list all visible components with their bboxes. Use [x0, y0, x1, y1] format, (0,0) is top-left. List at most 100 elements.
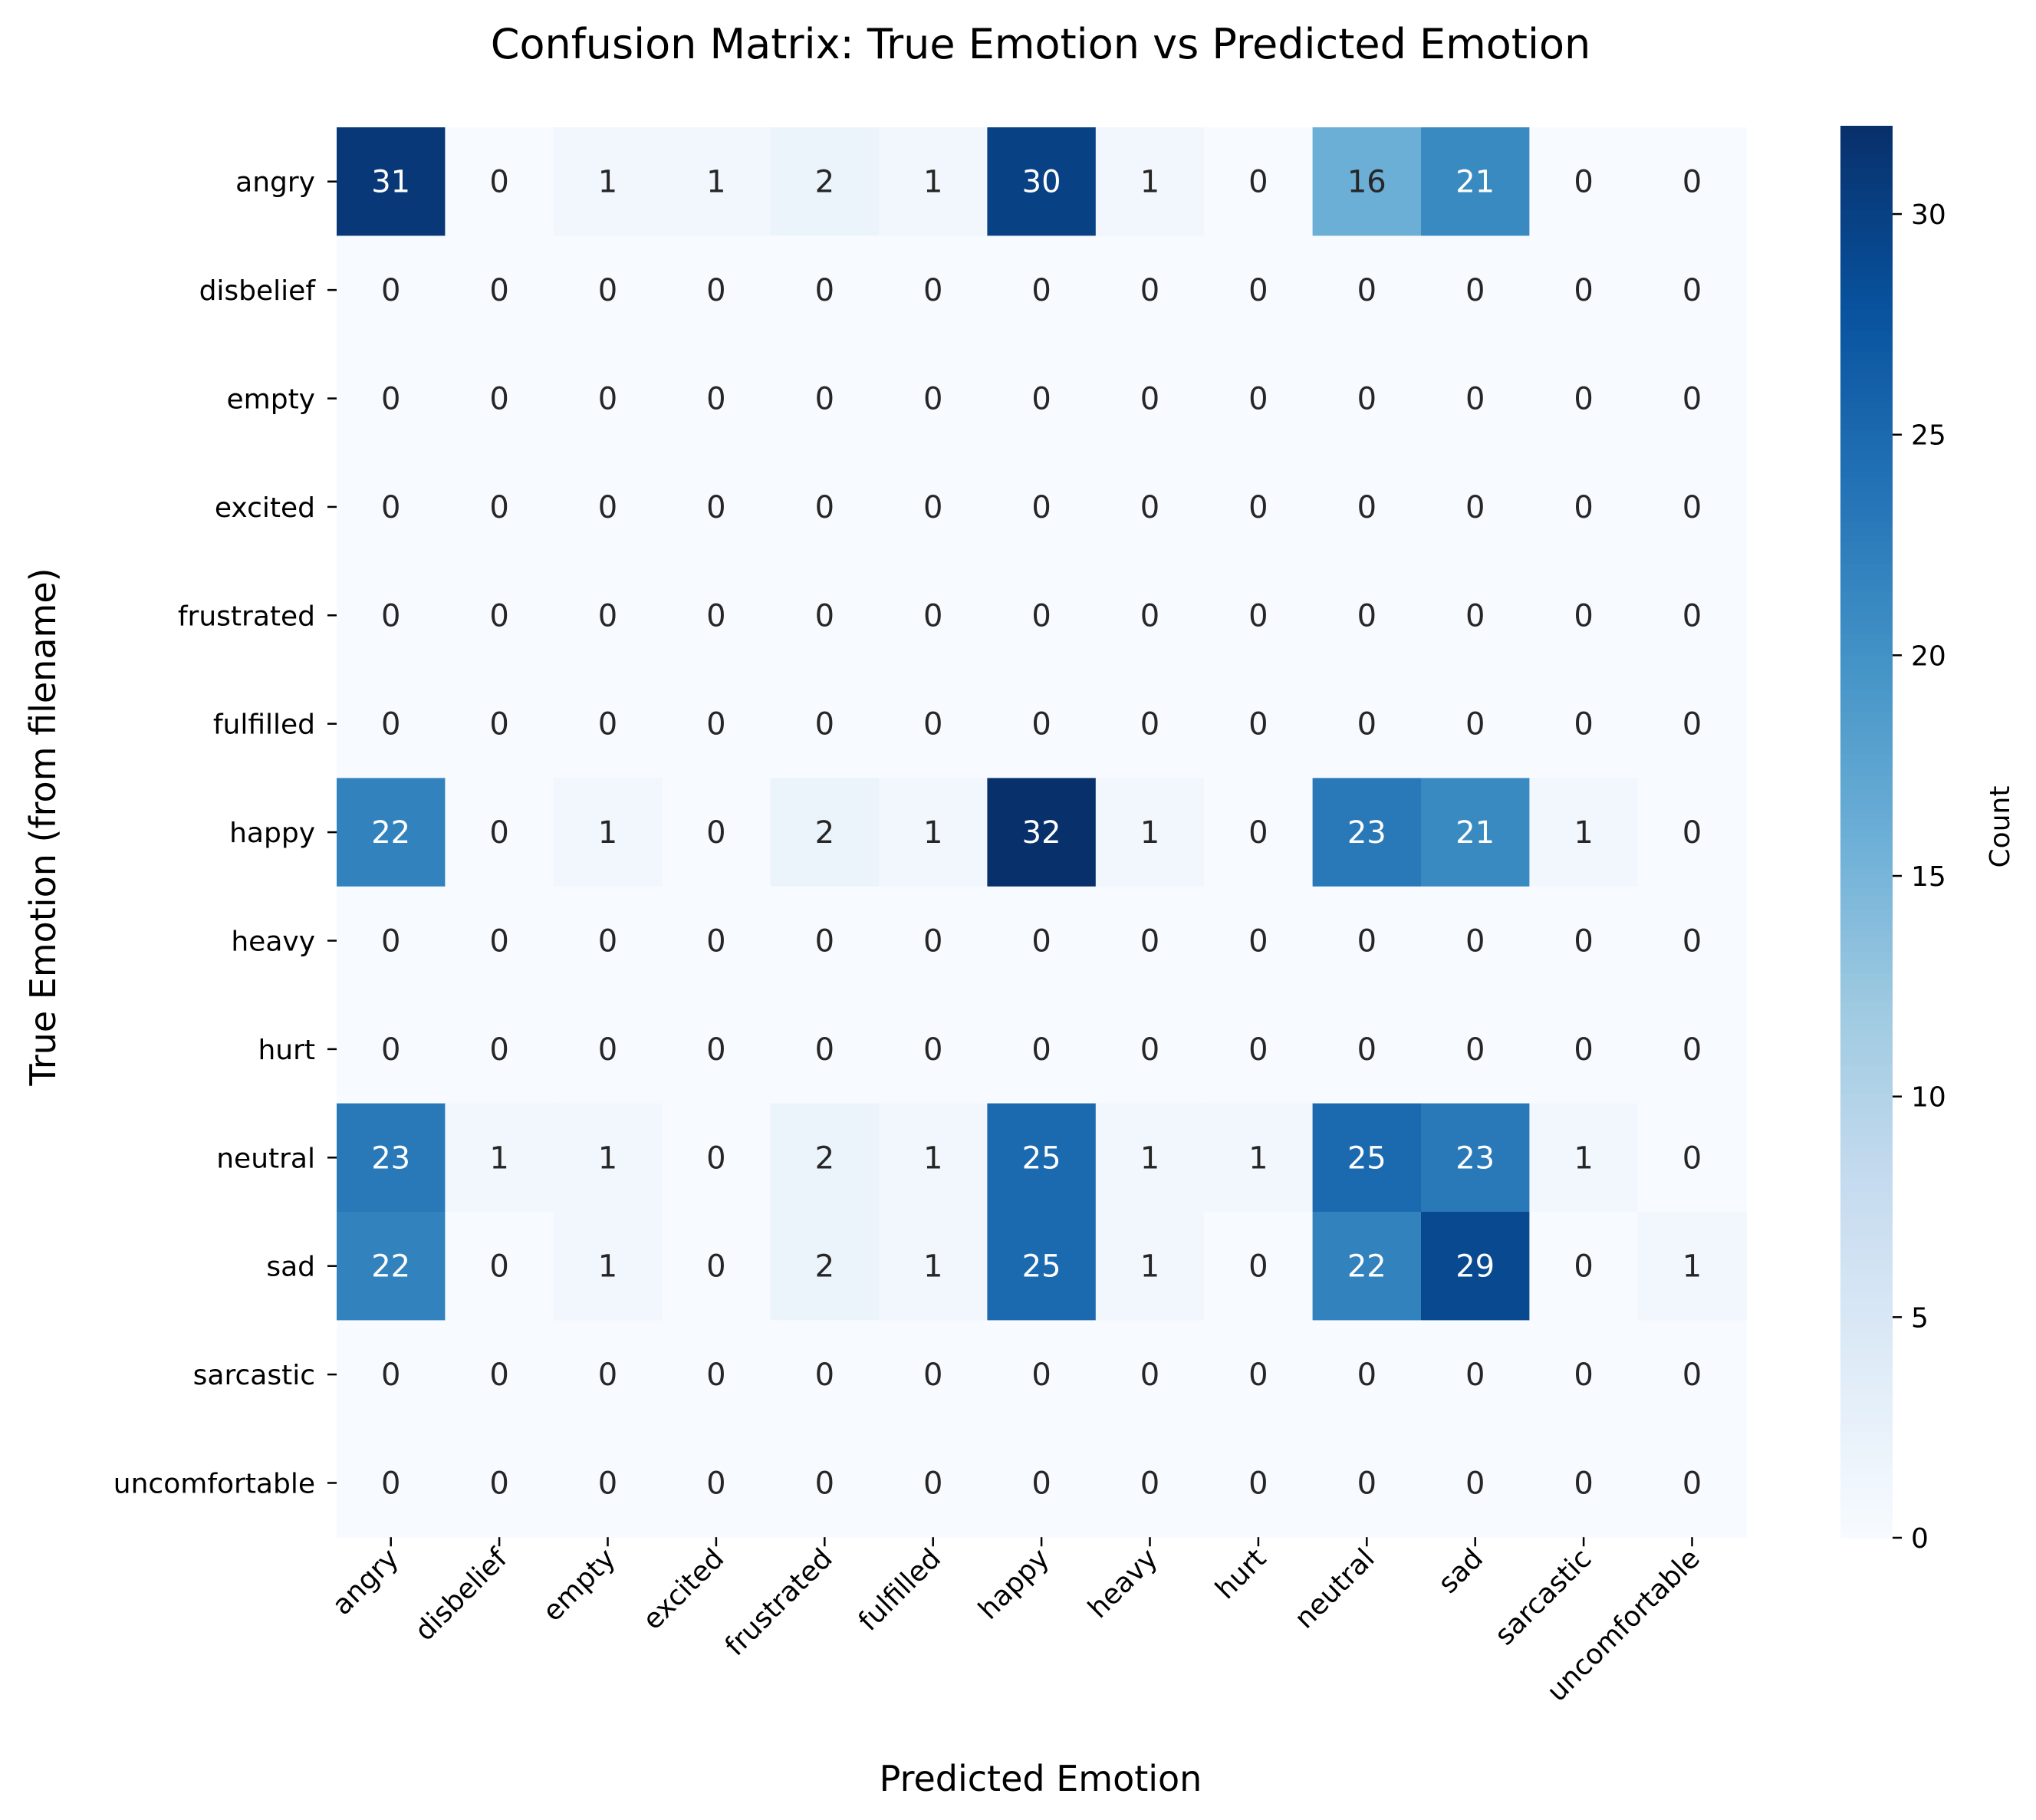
cell-value-label: 0	[1574, 707, 1593, 742]
heatmap-cell	[987, 127, 1097, 236]
cell-value-label: 1	[923, 1249, 942, 1285]
cell-value-label: 1	[489, 1140, 508, 1176]
cell-value-label: 0	[1031, 707, 1051, 742]
colorbar-segment	[1840, 521, 1893, 529]
colorbar-segment	[1840, 140, 1893, 148]
heatmap-cell	[445, 1320, 554, 1430]
cell-value-label: 25	[1347, 1140, 1386, 1176]
colorbar-segment	[1840, 634, 1893, 642]
cell-value-label: 0	[1140, 1032, 1159, 1068]
cell-value-label: 0	[706, 490, 725, 525]
cell-value-label: 0	[1248, 490, 1268, 525]
heatmap-cell	[553, 1428, 663, 1538]
cell-value-label: 0	[1248, 598, 1268, 634]
colorbar-segment	[1840, 1213, 1893, 1221]
colorbar-segment	[1840, 803, 1893, 811]
colorbar-segment	[1840, 351, 1893, 360]
cell-value-label: 0	[923, 1032, 942, 1068]
colorbar-segment	[1840, 1481, 1893, 1489]
heatmap-cell	[1204, 670, 1314, 778]
y-tick-label: neutral	[216, 1143, 315, 1174]
colorbar-segment	[1840, 951, 1893, 959]
colorbar-segment	[1840, 337, 1893, 346]
cell-value-label: 1	[1682, 1249, 1702, 1285]
colorbar-segment	[1840, 1008, 1893, 1016]
cell-value-label: 0	[1248, 1358, 1268, 1393]
cell-value-label: 0	[1357, 598, 1377, 634]
heatmap-cell	[1312, 127, 1422, 236]
colorbar-segment	[1840, 1128, 1893, 1137]
cell-value-label: 0	[1682, 490, 1702, 525]
cell-value-label: 0	[1248, 165, 1268, 200]
colorbar-tick-label: 5	[1911, 1302, 1929, 1334]
colorbar-segment	[1840, 902, 1893, 910]
colorbar-segment	[1840, 796, 1893, 805]
colorbar-segment	[1840, 669, 1893, 677]
colorbar-segment	[1840, 472, 1893, 480]
colorbar-segment	[1840, 570, 1893, 578]
heatmap-cell	[1095, 1103, 1205, 1213]
heatmap-cell	[987, 1212, 1097, 1321]
cell-value-label: 0	[815, 273, 834, 308]
cell-value-label: 0	[1140, 273, 1159, 308]
heatmap-cell	[662, 235, 771, 345]
heatmap-cell	[1312, 344, 1422, 453]
heatmap-cell	[662, 127, 771, 236]
cell-value-label: 0	[381, 1032, 400, 1068]
cell-value-label: 0	[706, 1466, 725, 1502]
cell-value-label: 0	[1248, 273, 1268, 308]
cell-value-label: 0	[489, 1466, 508, 1502]
cell-value-label: 0	[923, 598, 942, 634]
colorbar-tick-label: 30	[1911, 199, 1946, 231]
cell-value-label: 0	[1357, 1032, 1377, 1068]
colorbar-segment	[1840, 640, 1893, 649]
heatmap-cell	[770, 561, 880, 670]
heatmap-cell	[445, 778, 554, 887]
heatmap-cell	[1312, 670, 1422, 778]
colorbar-segment	[1840, 768, 1893, 776]
heatmap-cell	[337, 1320, 446, 1430]
heatmap-cell	[987, 235, 1097, 345]
colorbar-segment	[1840, 1298, 1893, 1306]
colorbar-segment	[1840, 302, 1893, 311]
cell-value-label: 0	[1031, 598, 1051, 634]
heatmap-cell	[1529, 1428, 1639, 1538]
cell-value-label: 0	[815, 1466, 834, 1502]
colorbar-segment	[1840, 393, 1893, 402]
cell-value-label: 1	[706, 165, 725, 200]
cell-value-label: 0	[381, 924, 400, 959]
x-tick-label: disbelief	[409, 1542, 514, 1647]
heatmap-cell	[445, 670, 554, 778]
heatmap-cell	[1421, 1103, 1530, 1213]
colorbar-segment	[1840, 1340, 1893, 1348]
cell-value-label: 0	[489, 1032, 508, 1068]
heatmap-cell	[1421, 561, 1530, 670]
cell-value-label: 0	[1465, 1358, 1485, 1393]
cell-value-label: 0	[1465, 598, 1485, 634]
heatmap-cell	[1421, 995, 1530, 1104]
heatmap-cell	[1095, 1428, 1205, 1538]
colorbar-segment	[1840, 182, 1893, 190]
heatmap-cell	[662, 453, 771, 562]
heatmap-cell	[553, 235, 663, 345]
cell-value-label: 0	[1574, 490, 1593, 525]
colorbar-segment	[1840, 1488, 1893, 1496]
colorbar-segment	[1840, 1347, 1893, 1355]
colorbar-segment	[1840, 923, 1893, 932]
cell-value-label: 0	[598, 273, 617, 308]
cell-value-label: 1	[923, 815, 942, 851]
cell-value-label: 0	[706, 598, 725, 634]
heatmap-cell	[1421, 886, 1530, 996]
colorbar-segment	[1840, 1262, 1893, 1271]
colorbar-segment	[1840, 492, 1893, 501]
heatmap-cell	[445, 1428, 554, 1538]
heatmap-cell	[662, 344, 771, 453]
cell-value-label: 0	[815, 1358, 834, 1393]
colorbar-segment	[1840, 542, 1893, 551]
colorbar-segment	[1840, 1022, 1893, 1031]
heatmap-cell	[1529, 1103, 1639, 1213]
heatmap-cell	[770, 886, 880, 996]
heatmap-cell	[770, 1212, 880, 1321]
heatmap-cell	[770, 127, 880, 236]
